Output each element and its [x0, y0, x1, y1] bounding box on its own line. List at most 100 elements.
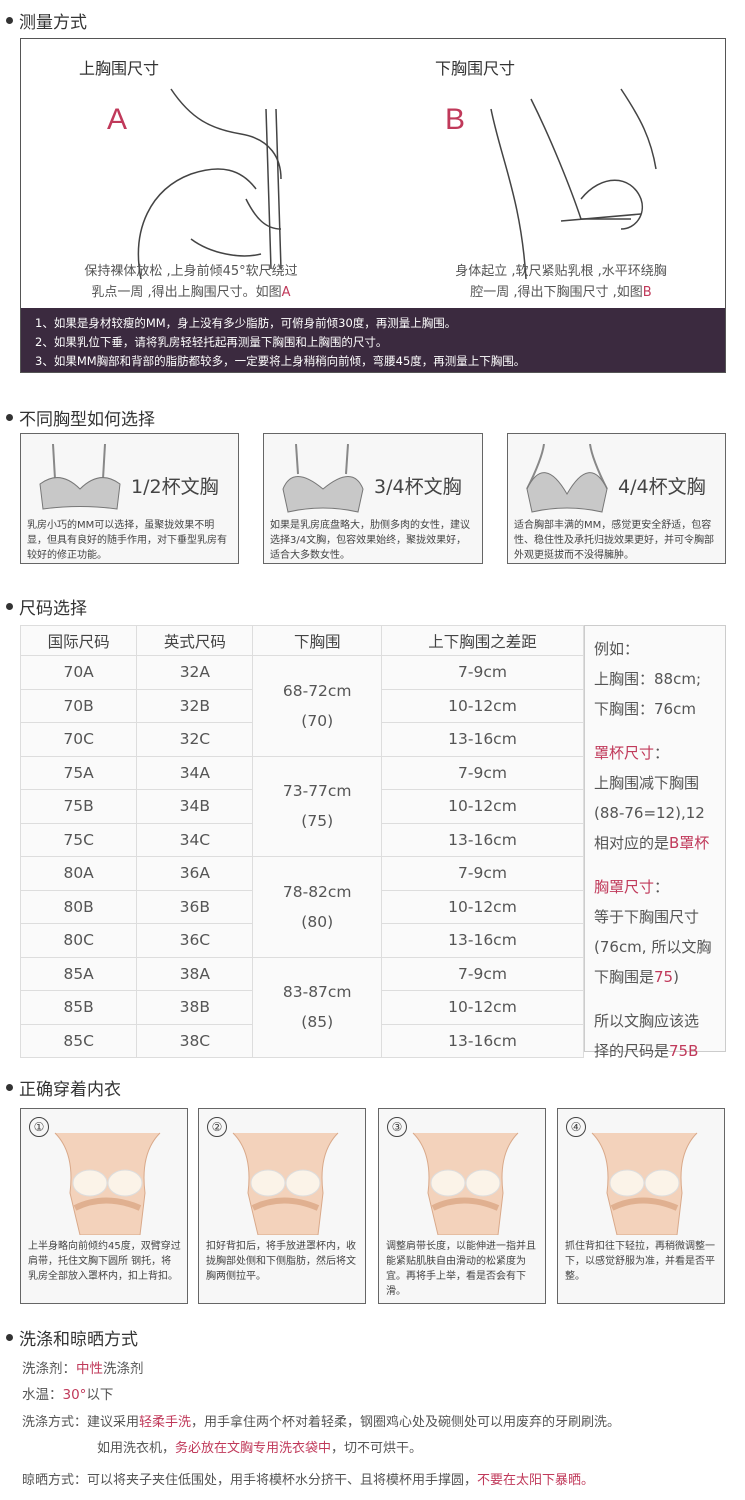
uk-size-cell: 32B	[136, 688, 254, 723]
wash-temperature: 水温：30°以下	[22, 1387, 114, 1403]
intl-size-cell: 75C	[19, 822, 138, 857]
col-header: 下胸围	[252, 625, 382, 656]
table-row: 75B 34B 10-12cm	[19, 789, 585, 824]
wear-step-card: ④ 抓住背扣往下轻拉，再稍微调整一下，以感觉舒服为准，并看是否平整。	[557, 1108, 725, 1304]
uk-size-cell: 38B	[136, 990, 254, 1025]
bullet-icon	[6, 1334, 13, 1341]
cup-card-full: 4/4杯文胸 适合胸部丰满的MM，感觉更安全舒适，包容性、稳住性及承托归拢效果更…	[507, 433, 726, 564]
table-row: 85C 38C 13-16cm	[19, 1023, 585, 1058]
intl-size-cell: 80B	[19, 889, 138, 924]
table-row: 80A 36A 78-82cm (80) 7-9cm	[19, 856, 585, 958]
cup-desc: 适合胸部丰满的MM，感觉更安全舒适，包容性、稳住性及承托归拢效果更好，并可令胸部…	[514, 520, 714, 561]
under-bust-cell: 83-87cm (85)	[252, 956, 382, 1058]
label-upper-bust: 上胸围尺寸	[79, 59, 160, 78]
cup-desc: 乳房小巧的MM可以选择，虽聚拢效果不明显，但具有良好的随手作用，对下垂型乳房有较…	[27, 520, 227, 561]
difference-cell: 7-9cm	[380, 755, 585, 790]
bra-full-icon	[526, 444, 608, 513]
wearing-illustration	[54, 1132, 161, 1235]
bullet-icon	[6, 414, 13, 421]
uk-size-cell: 38C	[136, 1023, 254, 1058]
intl-size-cell: 70A	[19, 655, 138, 690]
example-line: 下胸围是75)	[594, 968, 679, 986]
wear-step-card: ① 上半身略向前倾约45度，双臂穿过肩带，托住文胸下圆所 钢托，将乳房全部放入罩…	[20, 1108, 188, 1304]
example-line: 上胸围：88cm;	[594, 670, 701, 688]
table-row: 75A 34A 73-77cm (75) 7-9cm	[19, 755, 585, 857]
step-number: ①	[29, 1117, 49, 1137]
under-bust-cell: 68-72cm (70)	[252, 655, 382, 757]
intl-size-cell: 85A	[19, 956, 138, 991]
intl-size-cell: 80C	[19, 923, 138, 958]
step-number: ③	[387, 1117, 407, 1137]
example-line: (76cm, 所以文胸	[594, 938, 712, 956]
wear-step-card: ③ 调整肩带长度，以能伸进一指并且能紧贴肌肤自由滑动的松紧度为宜。再将手上举，看…	[378, 1108, 546, 1304]
label-under-bust: 下胸围尺寸	[435, 59, 516, 78]
uk-size-cell: 36C	[136, 923, 254, 958]
table-row: 70A 32A 68-72cm (70) 7-9cm	[19, 655, 585, 757]
wash-method-machine: 如用洗衣机，务必放在文胸专用洗衣袋中，切不可烘干。	[97, 1441, 423, 1456]
letter-b: B	[445, 103, 466, 136]
measure-notes: 1、如果是身材较瘦的MM，身上没有多少脂肪，可俯身前倾30度，再测量上胸围。 2…	[21, 308, 725, 372]
upper-bust-desc: 保持裸体放松 ,上身前倾45°软尺绕过 乳点一周 ,得出上胸围尺寸。如图A	[84, 264, 298, 300]
bra-three-quarter-icon	[282, 444, 364, 513]
dry-method: 晾晒方式：可以将夹子夹住低围处，用手将模杯水分挤干、且将模杯用手撑圆，不要在太阳…	[22, 1473, 595, 1488]
section-title: 正确穿着内衣	[19, 1080, 121, 1100]
difference-cell: 10-12cm	[380, 688, 585, 723]
section-header-cups: 不同胸型如何选择	[6, 405, 155, 430]
intl-size-cell: 75B	[19, 789, 138, 824]
uk-size-cell: 32C	[136, 722, 254, 757]
section-header-wear: 正确穿着内衣	[6, 1075, 121, 1100]
example-line: 所以文胸应该选	[594, 1012, 700, 1030]
table-row: 85B 38B 10-12cm	[19, 990, 585, 1025]
letter-a: A	[107, 103, 128, 136]
col-header: 上下胸围之差距	[380, 625, 585, 656]
uk-size-cell: 34B	[136, 789, 254, 824]
size-example: 例如： 上胸围：88cm; 下胸围：76cm 罩杯尺寸： 上胸围减下胸围 (88…	[584, 625, 726, 1060]
wearing-illustration	[232, 1132, 339, 1235]
under-bust-illustration	[490, 88, 657, 279]
under-bust-desc: 身体起立 ,软尺紧贴乳根 ,水平环绕胸 腔一周 ,得出下胸围尺寸 ,如图B	[455, 264, 667, 300]
bullet-icon	[6, 603, 13, 610]
wear-step-card: ② 扣好背扣后，将手放进罩杯内，收拢胸部处侧和下侧脂肪，然后将文胸两侧拉平。	[198, 1108, 366, 1304]
section-title: 不同胸型如何选择	[19, 410, 155, 430]
difference-cell: 10-12cm	[380, 889, 585, 924]
note: 1、如果是身材较瘦的MM，身上没有多少脂肪，可俯身前倾30度，再测量上胸围。	[35, 316, 457, 330]
example-line: 等于下胸围尺寸	[594, 908, 700, 926]
cup-size-title: 罩杯尺寸：	[594, 744, 670, 762]
cup-desc: 如果是乳房底盘略大，肋侧多肉的女性，建议选择3/4文胸，包容效果始终，聚拢效果好…	[270, 520, 470, 561]
band-size-title: 胸罩尺寸：	[594, 878, 670, 896]
section-title: 测量方式	[19, 13, 87, 33]
intl-size-cell: 75A	[19, 755, 138, 790]
difference-cell: 13-16cm	[380, 722, 585, 757]
section-header-wash: 洗涤和晾晒方式	[6, 1325, 138, 1350]
difference-cell: 7-9cm	[380, 655, 585, 690]
wearing-illustration	[591, 1132, 698, 1235]
step-desc: 抓住背扣往下轻拉，再稍微调整一下，以感觉舒服为准，并看是否平整。	[565, 1241, 715, 1282]
bullet-icon	[6, 17, 13, 24]
table-row: 85A 38A 83-87cm (85) 7-9cm	[19, 956, 585, 1058]
note: 2、如果乳位下垂，请将乳房轻轻托起再测量下胸围和上胸围的尺寸。	[35, 335, 388, 349]
table-row: 70B 32B 10-12cm	[19, 688, 585, 723]
bullet-icon	[6, 1084, 13, 1091]
cup-card-three-quarter: 3/4杯文胸 如果是乳房底盘略大，肋侧多肉的女性，建议选择3/4文胸，包容效果始…	[263, 433, 483, 564]
uk-size-cell: 36A	[136, 856, 254, 891]
bra-half-icon	[39, 444, 121, 510]
step-number: ④	[566, 1117, 586, 1137]
note: 3、如果MM胸部和背部的脂肪都较多，一定要将上身稍稍向前倾，弯腰45度，再测量上…	[35, 354, 526, 368]
difference-cell: 7-9cm	[380, 856, 585, 891]
measure-panel: 上胸围尺寸 A 保持裸体放松 ,上身前倾45°软尺绕过 乳点一周 ,得出上胸围尺寸…	[20, 38, 726, 373]
step-number: ②	[207, 1117, 227, 1137]
cup-title: 4/4杯文胸	[618, 476, 706, 498]
difference-cell: 10-12cm	[380, 789, 585, 824]
cup-card-half: 1/2杯文胸 乳房小巧的MM可以选择，虽聚拢效果不明显，但具有良好的随手作用，对…	[20, 433, 239, 564]
cup-title: 3/4杯文胸	[374, 476, 462, 498]
wash-method: 洗涤方式：建议采用轻柔手洗，用手拿住两个杯对着轻柔，钢圈鸡心处及碗侧处可以用废弃…	[22, 1415, 621, 1430]
step-desc: 调整肩带长度，以能伸进一指并且能紧贴肌肤自由滑动的松紧度为宜。再将手上举，看是否…	[386, 1241, 536, 1297]
table-row: 70C 32C 13-16cm	[19, 722, 585, 757]
uk-size-cell: 34C	[136, 822, 254, 857]
example-line: 上胸围减下胸围	[594, 774, 700, 792]
col-header: 国际尺码	[19, 625, 138, 656]
table-row: 80C 36C 13-16cm	[19, 923, 585, 958]
table-row: 75C 34C 13-16cm	[19, 822, 585, 857]
under-bust-cell: 73-77cm (75)	[252, 755, 382, 857]
uk-size-cell: 38A	[136, 956, 254, 991]
